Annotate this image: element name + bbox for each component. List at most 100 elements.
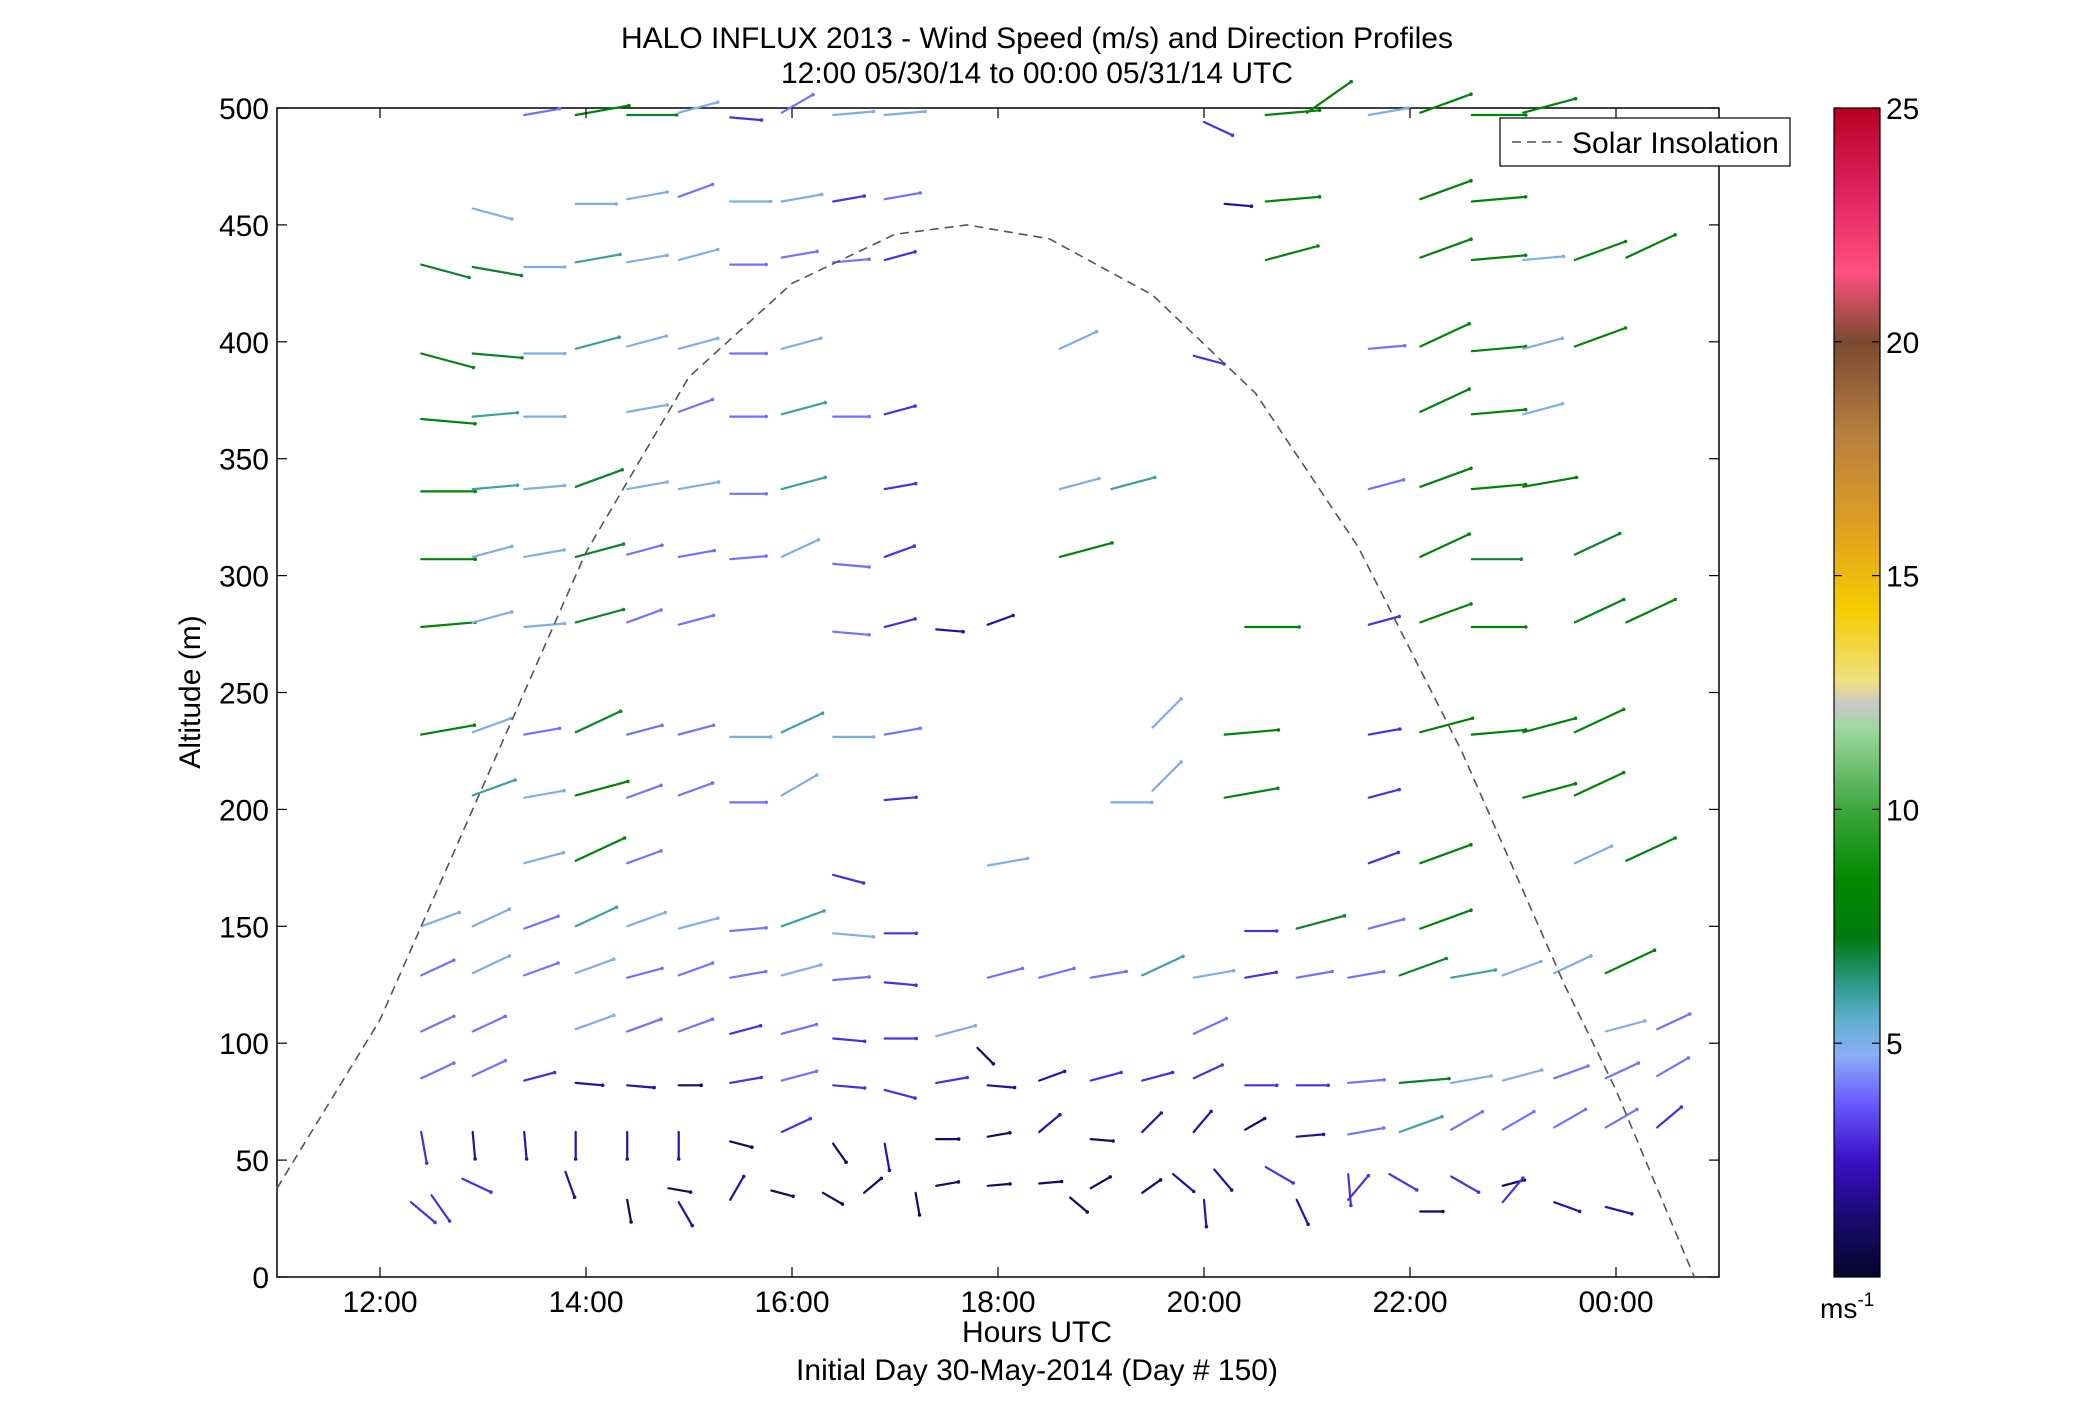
wind-segment [625, 1130, 629, 1161]
wind-segment [1202, 1198, 1209, 1229]
wind-segment [1450, 1074, 1493, 1085]
wind-segment [770, 1189, 795, 1199]
x-tick-label: 16:00 [754, 1286, 829, 1319]
wind-segment [1367, 787, 1401, 799]
wind-segment [1419, 92, 1473, 114]
wind-segment [420, 723, 477, 736]
wind-segment [1553, 1107, 1588, 1129]
wind-segment [574, 1013, 616, 1031]
wind-segment [574, 335, 621, 350]
wind-segment [780, 92, 815, 114]
colorbar-tick-label: 10 [1886, 794, 1919, 827]
legend-label: Solar Insolation [1572, 127, 1779, 160]
wind-segment [1295, 1083, 1330, 1088]
wind-segment [780, 1069, 819, 1082]
wind-segment [1419, 842, 1473, 865]
wind-segment [729, 554, 768, 561]
wind-segment [986, 1131, 1012, 1138]
wind-segment [626, 253, 669, 264]
wind-segment [729, 1140, 754, 1149]
wind-segment [523, 914, 560, 930]
wind-segment [986, 966, 1025, 979]
wind-segment [574, 905, 619, 928]
colorbar-tick-label: 20 [1886, 327, 1919, 360]
wind-segment [420, 1130, 429, 1165]
wind-segment [471, 544, 514, 559]
wind-segment [1419, 908, 1473, 930]
wind-segment [1089, 969, 1128, 979]
wind-segment [677, 182, 715, 198]
wind-segment [1656, 1105, 1684, 1129]
wind-segment [1470, 625, 1528, 629]
wind-segment [420, 557, 478, 561]
wind-segment [780, 400, 827, 416]
wind-segment [1367, 343, 1407, 350]
wind-segment [883, 1142, 892, 1173]
wind-segment [729, 351, 768, 356]
x-tick-label: 20:00 [1166, 1286, 1241, 1319]
wind-segment [677, 336, 720, 350]
wind-segment [430, 1194, 452, 1223]
wind-segment [574, 957, 616, 975]
wind-segment [471, 907, 512, 928]
y-tick-label: 50 [236, 1145, 269, 1178]
wind-segment [780, 773, 819, 797]
y-tick-label: 350 [219, 444, 269, 477]
wind-segment [1419, 602, 1473, 624]
wind-segment [729, 1075, 763, 1085]
wind-segment [883, 1036, 918, 1041]
wind-segment [780, 963, 823, 977]
wind-segment [1192, 1016, 1229, 1035]
wind-segment [1450, 1109, 1485, 1131]
wind-segment [626, 1017, 663, 1033]
wind-segment [1192, 1109, 1213, 1134]
wind-segment [677, 781, 715, 797]
wind-segment [1223, 202, 1254, 208]
wind-segment [883, 191, 922, 201]
wind-segment [935, 1137, 961, 1141]
wind-segment [1244, 929, 1279, 933]
wind-segment [883, 1088, 917, 1100]
wind-segment [729, 414, 768, 419]
wind-segment [420, 958, 456, 977]
wind-segment [667, 1187, 693, 1194]
wind-segment [1573, 707, 1626, 734]
wind-segment [626, 783, 663, 799]
wind-segment [883, 726, 922, 736]
wind-segment [574, 709, 623, 734]
wind-segment [626, 543, 664, 556]
wind-segment [1110, 475, 1157, 491]
wind-segment [780, 336, 823, 350]
wind-segment [1295, 1198, 1310, 1227]
wind-segment [935, 1180, 961, 1187]
wind-segment [1419, 178, 1473, 201]
wind-segment [1038, 1069, 1067, 1082]
wind-segment [1347, 1172, 1353, 1208]
chart-subtitle: 12:00 05/30/14 to 00:00 05/31/14 UTC [781, 57, 1293, 90]
wind-segment [1223, 728, 1281, 736]
wind-segment [1522, 254, 1566, 262]
wind-segment [883, 544, 917, 559]
x-tick-label: 14:00 [548, 1286, 623, 1319]
wind-segment [780, 475, 827, 491]
wind-segment [626, 113, 679, 117]
wind-segment [1347, 1126, 1386, 1136]
colorbar-unit-base: ms [1820, 1293, 1857, 1324]
y-tick-label: 500 [219, 93, 269, 126]
wind-segment [883, 109, 927, 117]
wind-segment [1501, 1109, 1536, 1131]
wind-segment [1522, 475, 1579, 488]
y-tick-label: 450 [219, 210, 269, 243]
wind-segment [935, 628, 965, 634]
wind-segment [1058, 541, 1114, 559]
wind-segment [1264, 195, 1322, 203]
wind-segment [574, 103, 631, 117]
colorbar-gradient [1833, 107, 1881, 1278]
wind-segment [471, 483, 520, 491]
wind-segment [677, 1201, 694, 1228]
wind-segment [986, 1182, 1012, 1187]
x-tick-label: 00:00 [1578, 1286, 1653, 1319]
wind-segment [1295, 914, 1347, 930]
wind-segment [821, 1191, 845, 1206]
